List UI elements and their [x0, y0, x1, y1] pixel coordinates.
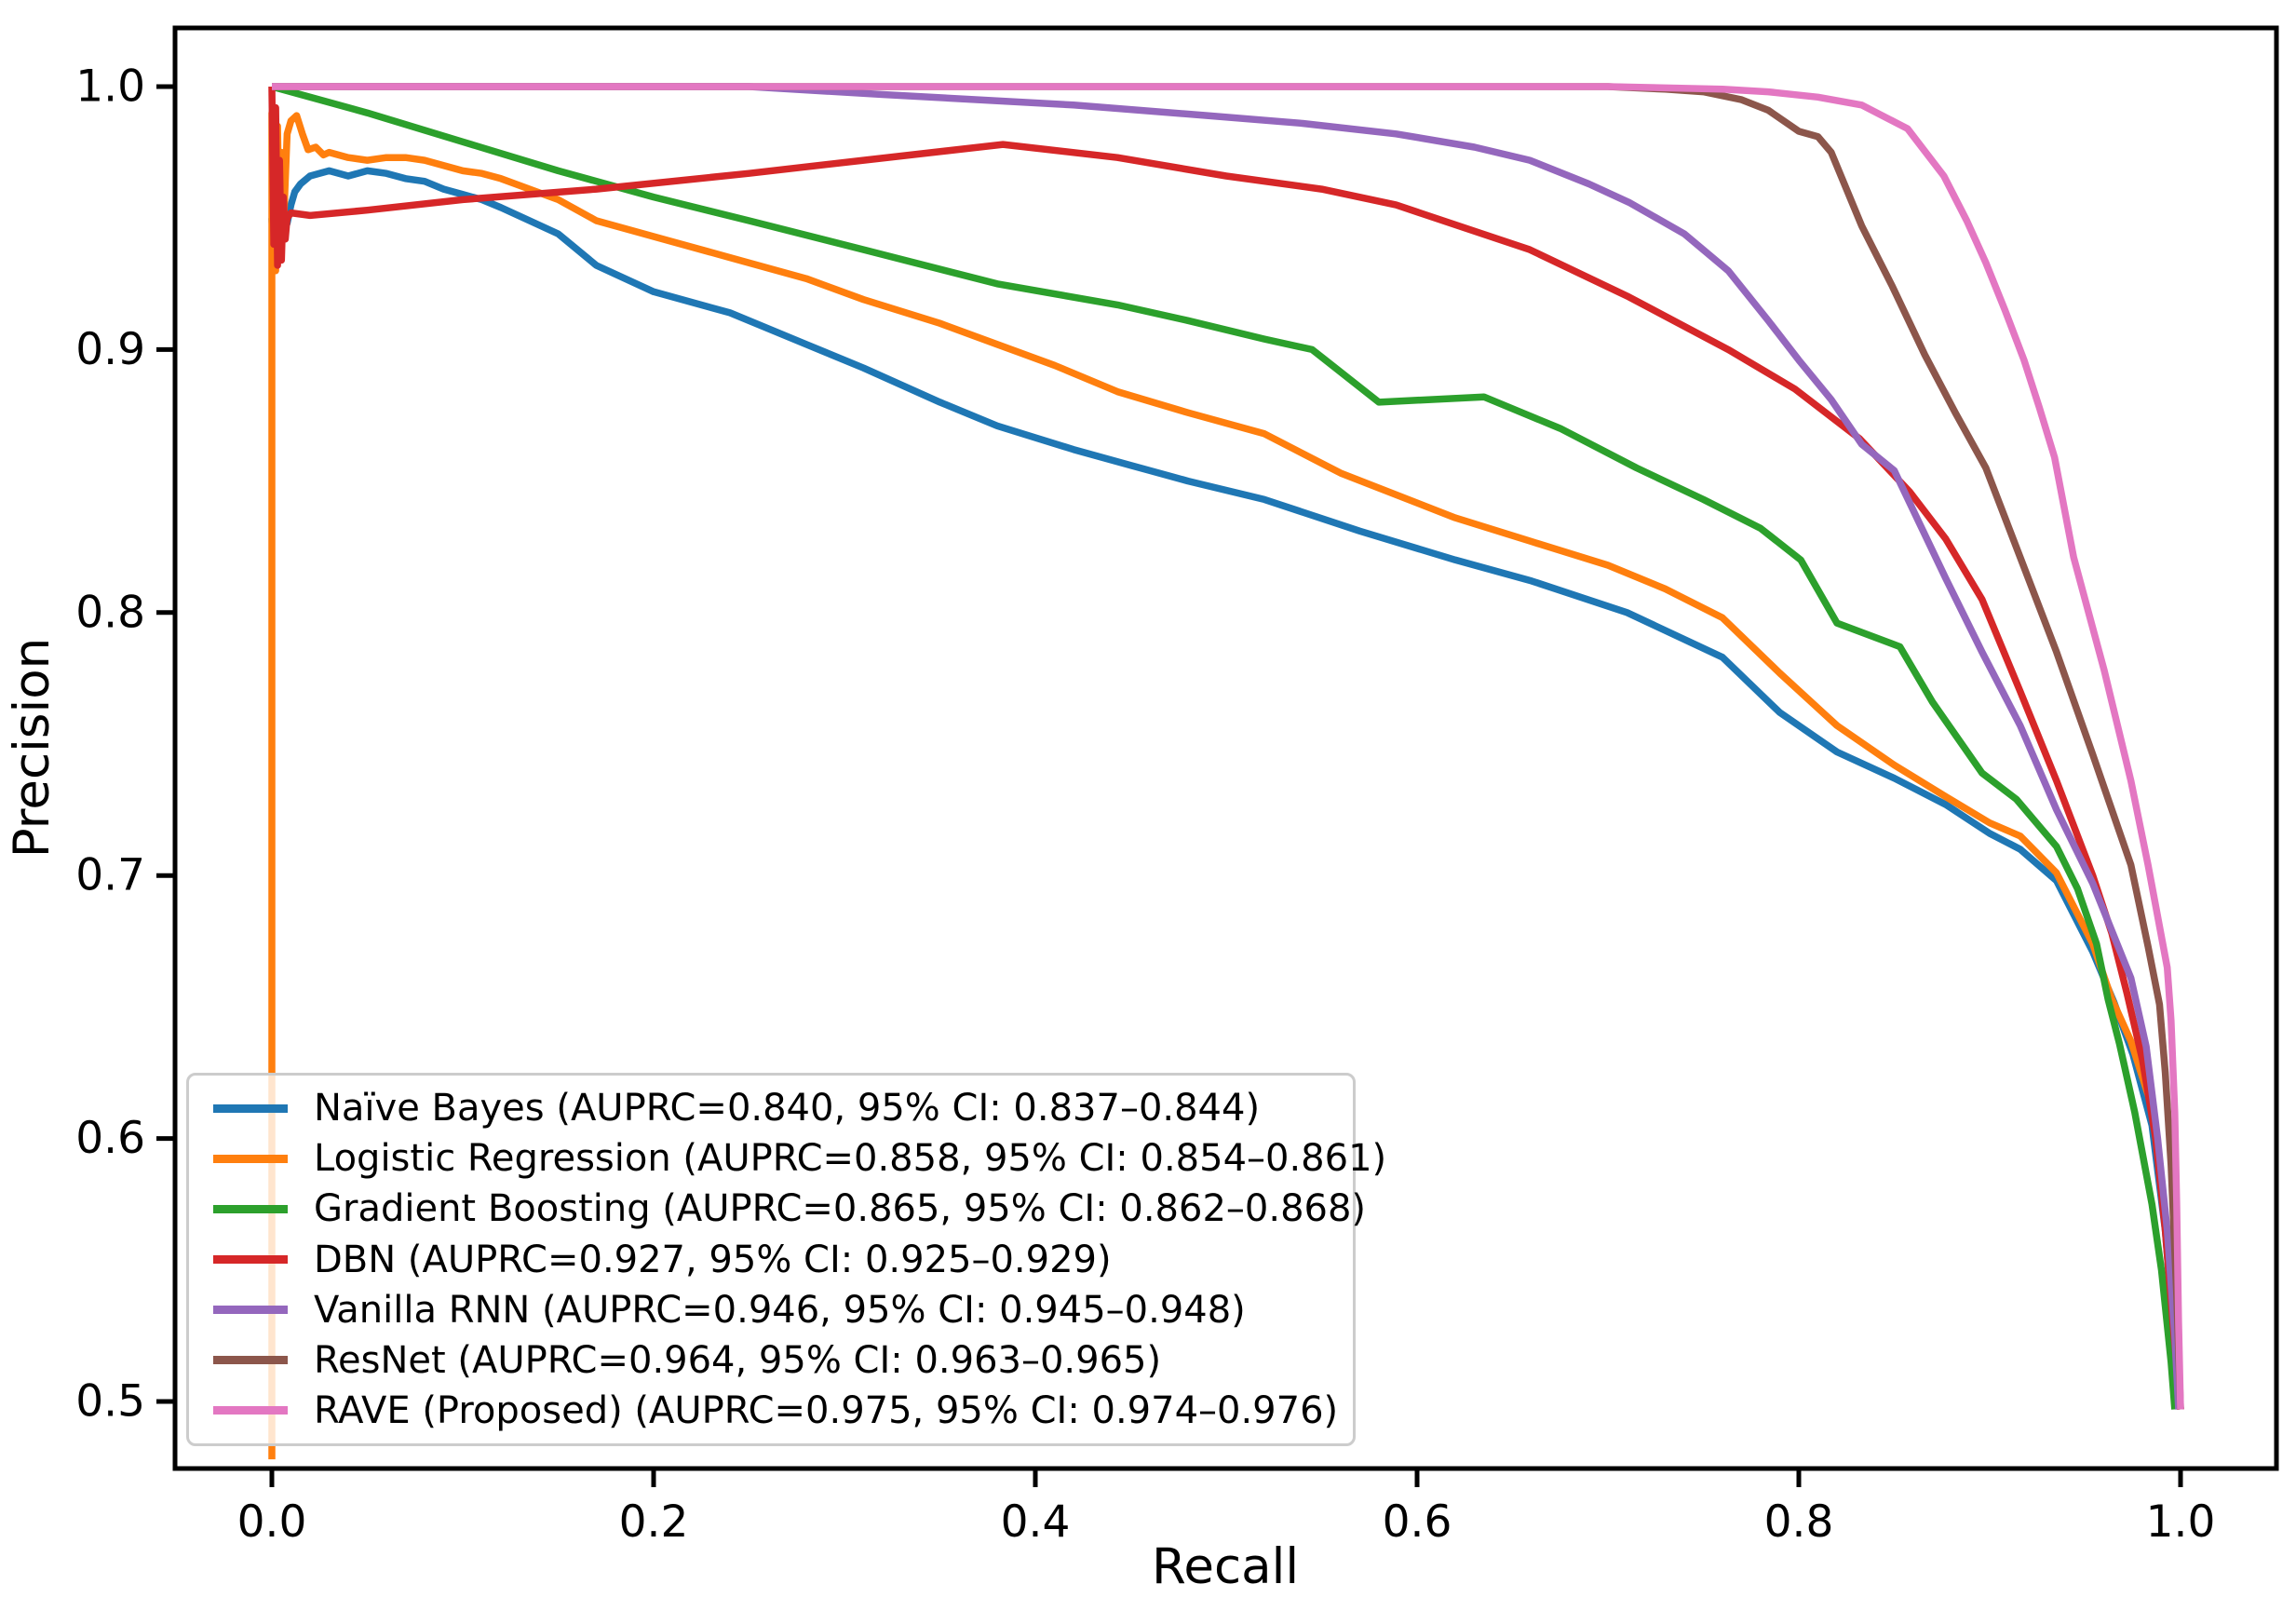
- curve-group: [268, 83, 2184, 1460]
- legend-swatch-icon: [213, 1154, 288, 1163]
- x-axis-label: Recall: [1152, 1538, 1299, 1595]
- y-tick-label: 1.0: [75, 61, 145, 113]
- legend-swatch-icon: [213, 1306, 288, 1315]
- legend-item: Naïve Bayes (AUPRC=0.840, 95% CI: 0.837–…: [213, 1087, 1344, 1130]
- legend-swatch-icon: [213, 1406, 288, 1415]
- plot-area-border: [172, 25, 2279, 1471]
- legend-item: Logistic Regression (AUPRC=0.858, 95% CI…: [213, 1137, 1386, 1180]
- series-line-vanilla-rnn: [272, 83, 2182, 1410]
- series-line-rave-proposed-: [272, 83, 2184, 1410]
- legend-item: DBN (AUPRC=0.927, 95% CI: 0.925–0.929): [213, 1239, 1344, 1281]
- x-tick-label: 0.6: [1383, 1496, 1452, 1548]
- legend-label: Vanilla RNN (AUPRC=0.946, 95% CI: 0.945–…: [314, 1288, 1246, 1332]
- legend: Naïve Bayes (AUPRC=0.840, 95% CI: 0.837–…: [186, 1073, 1386, 1446]
- legend-item: ResNet (AUPRC=0.964, 95% CI: 0.963–0.965…: [213, 1339, 1344, 1382]
- legend-swatch-icon: [213, 1255, 288, 1264]
- y-tick-label: 0.7: [75, 850, 145, 901]
- legend-swatch-icon: [213, 1204, 288, 1213]
- x-tick-label: 0.0: [237, 1496, 307, 1548]
- legend-label: Naïve Bayes (AUPRC=0.840, 95% CI: 0.837–…: [314, 1087, 1261, 1130]
- legend-swatch-icon: [213, 1356, 288, 1365]
- x-tick-label: 0.4: [1001, 1496, 1071, 1548]
- legend-label: RAVE (Proposed) (AUPRC=0.975, 95% CI: 0.…: [314, 1388, 1339, 1432]
- x-tick-label: 0.8: [1764, 1496, 1834, 1548]
- series-line-logistic-regression: [268, 109, 2184, 1460]
- x-tick-label: 0.2: [619, 1496, 689, 1548]
- legend-item: Gradient Boosting (AUPRC=0.865, 95% CI: …: [213, 1187, 1366, 1230]
- y-axis-label: Precision: [4, 638, 61, 858]
- x-tick-label: 1.0: [2146, 1496, 2216, 1548]
- legend-item: Vanilla RNN (AUPRC=0.946, 95% CI: 0.945–…: [213, 1289, 1344, 1332]
- legend-label: Gradient Boosting (AUPRC=0.865, 95% CI: …: [314, 1187, 1367, 1231]
- y-tick-label: 0.5: [75, 1376, 145, 1428]
- legend-swatch-icon: [213, 1103, 288, 1113]
- series-line-naive-bayes: [268, 167, 2184, 1410]
- tick-group: 0.0 0.2 0.4 0.6 0.8 1.0 0.5 0.6 0.7 0.8 0.9 1.0: [75, 61, 2215, 1549]
- y-tick-label: 0.9: [75, 324, 145, 375]
- y-tick-label: 0.8: [75, 587, 145, 638]
- series-line-gradient-boosting: [271, 83, 2179, 1410]
- legend-label: DBN (AUPRC=0.927, 95% CI: 0.925–0.929): [314, 1238, 1112, 1281]
- y-tick-label: 0.6: [75, 1113, 145, 1164]
- legend-label: Logistic Regression (AUPRC=0.858, 95% CI…: [314, 1137, 1387, 1181]
- legend-item: RAVE (Proposed) (AUPRC=0.975, 95% CI: 0.…: [213, 1389, 1344, 1432]
- legend-label: ResNet (AUPRC=0.964, 95% CI: 0.963–0.965…: [314, 1338, 1162, 1382]
